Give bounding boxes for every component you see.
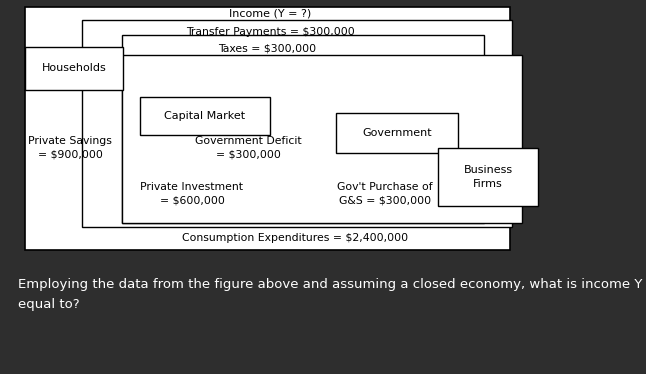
Text: Capital Market: Capital Market xyxy=(165,111,245,121)
Bar xyxy=(140,97,270,135)
Bar xyxy=(336,113,458,153)
Text: Government: Government xyxy=(362,128,432,138)
Text: Households: Households xyxy=(41,63,107,73)
Text: Private Savings
= $900,000: Private Savings = $900,000 xyxy=(28,137,112,160)
Text: Government Deficit
= $300,000: Government Deficit = $300,000 xyxy=(194,137,301,160)
Bar xyxy=(438,148,538,206)
Text: Transfer Payments = $300,000: Transfer Payments = $300,000 xyxy=(185,27,355,37)
Text: Consumption Expenditures = $2,400,000: Consumption Expenditures = $2,400,000 xyxy=(182,233,408,243)
Bar xyxy=(122,55,522,223)
Bar xyxy=(122,35,484,223)
Bar xyxy=(25,47,123,90)
Text: Taxes = $300,000: Taxes = $300,000 xyxy=(218,43,316,53)
Text: Employing the data from the figure above and assuming a closed economy, what is : Employing the data from the figure above… xyxy=(18,278,642,311)
Bar xyxy=(82,20,512,227)
Text: Business
Firms: Business Firms xyxy=(463,165,512,188)
Text: Income (Y = ?): Income (Y = ?) xyxy=(229,8,311,18)
Text: Gov't Purchase of
G&S = $300,000: Gov't Purchase of G&S = $300,000 xyxy=(337,183,433,206)
Text: Private Investment
= $600,000: Private Investment = $600,000 xyxy=(140,183,244,206)
Bar xyxy=(25,7,510,250)
